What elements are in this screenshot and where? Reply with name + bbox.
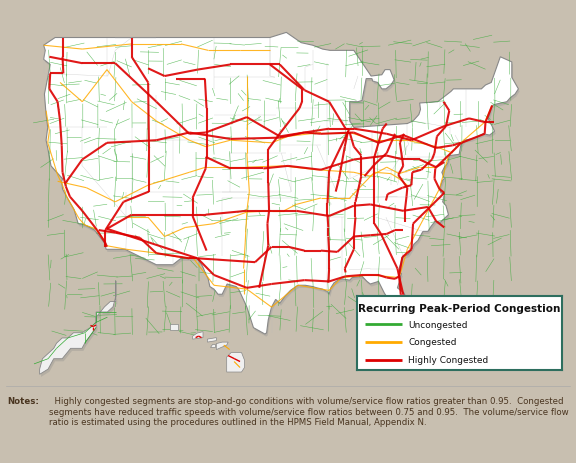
Polygon shape	[192, 332, 203, 339]
Polygon shape	[210, 344, 215, 347]
Text: Notes:: Notes:	[7, 396, 39, 406]
Polygon shape	[44, 33, 518, 344]
Polygon shape	[40, 281, 116, 375]
Polygon shape	[45, 36, 520, 347]
Text: Highly congested segments are stop-and-go conditions with volume/service flow ra: Highly congested segments are stop-and-g…	[49, 396, 569, 426]
Polygon shape	[207, 338, 217, 342]
Polygon shape	[227, 353, 244, 372]
Text: Congested: Congested	[408, 338, 457, 347]
Text: Uncongested: Uncongested	[408, 320, 468, 329]
Polygon shape	[41, 284, 118, 377]
Polygon shape	[217, 342, 228, 350]
Text: Recurring Peak-Period Congestion: Recurring Peak-Period Congestion	[358, 304, 560, 314]
Polygon shape	[170, 325, 178, 331]
Text: Highly Congested: Highly Congested	[408, 356, 488, 364]
